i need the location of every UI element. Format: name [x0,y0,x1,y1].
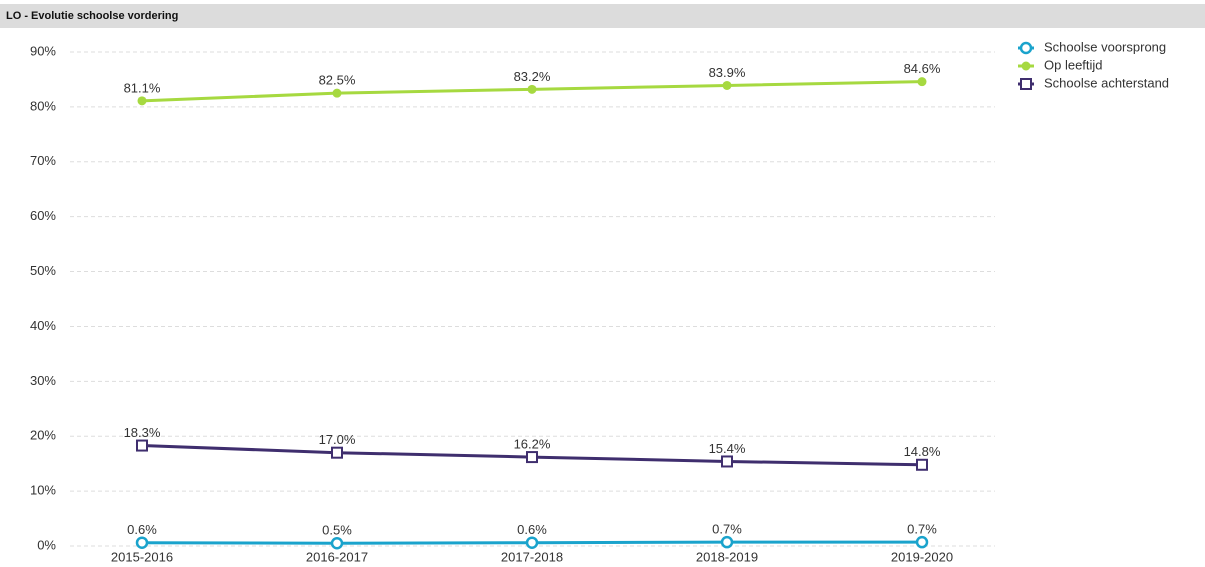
y-tick-label: 50% [30,263,56,278]
y-tick-label: 0% [37,537,56,552]
y-tick-label: 30% [30,373,56,388]
legend-marker [1021,61,1031,71]
data-label: 84.6% [904,61,941,76]
y-tick-label: 80% [30,98,56,113]
data-label: 82.5% [319,73,356,88]
data-point [721,455,733,468]
data-point [137,96,147,106]
y-tick-label: 60% [30,208,56,223]
data-label: 83.2% [514,69,551,84]
panel-header [0,4,1205,28]
data-point [526,451,538,464]
data-point [917,77,927,87]
data-point [136,439,148,452]
data-label: 15.4% [709,441,746,456]
x-tick-label: 2018-2019 [696,549,758,564]
data-label: 83.9% [709,65,746,80]
data-label: 16.2% [514,437,551,452]
data-label: 0.7% [907,522,937,537]
y-tick-label: 90% [30,43,56,58]
data-point [915,535,929,549]
y-tick-label: 10% [30,483,56,498]
x-tick-label: 2019-2020 [891,549,953,564]
data-label: 0.5% [322,523,352,538]
data-point [525,536,539,549]
data-point [720,535,734,549]
data-label: 0.6% [517,522,547,537]
data-label: 17.0% [319,432,356,447]
data-point [722,80,732,90]
chart-title: LO - Evolutie schoolse vordering [6,10,178,22]
legend-marker [1019,41,1033,55]
legend-label: Schoolse voorsprong [1044,39,1166,54]
y-tick-label: 20% [30,428,56,443]
legend-label: Schoolse achterstand [1044,75,1169,90]
legend-marker [1020,78,1032,90]
data-point [331,446,343,459]
data-label: 14.8% [904,444,941,459]
data-point [135,536,149,549]
data-point [332,88,342,98]
data-label: 18.3% [124,425,161,440]
x-tick-label: 2015-2016 [111,549,173,564]
x-tick-label: 2016-2017 [306,549,368,564]
data-point [916,458,928,471]
y-tick-label: 70% [30,153,56,168]
data-label: 0.7% [712,522,742,537]
data-point [527,84,537,94]
x-tick-label: 2017-2018 [501,549,563,564]
data-point [330,537,344,550]
legend-label: Op leeftijd [1044,57,1103,72]
data-label: 0.6% [127,522,157,537]
y-tick-label: 40% [30,318,56,333]
data-label: 81.1% [124,80,161,95]
